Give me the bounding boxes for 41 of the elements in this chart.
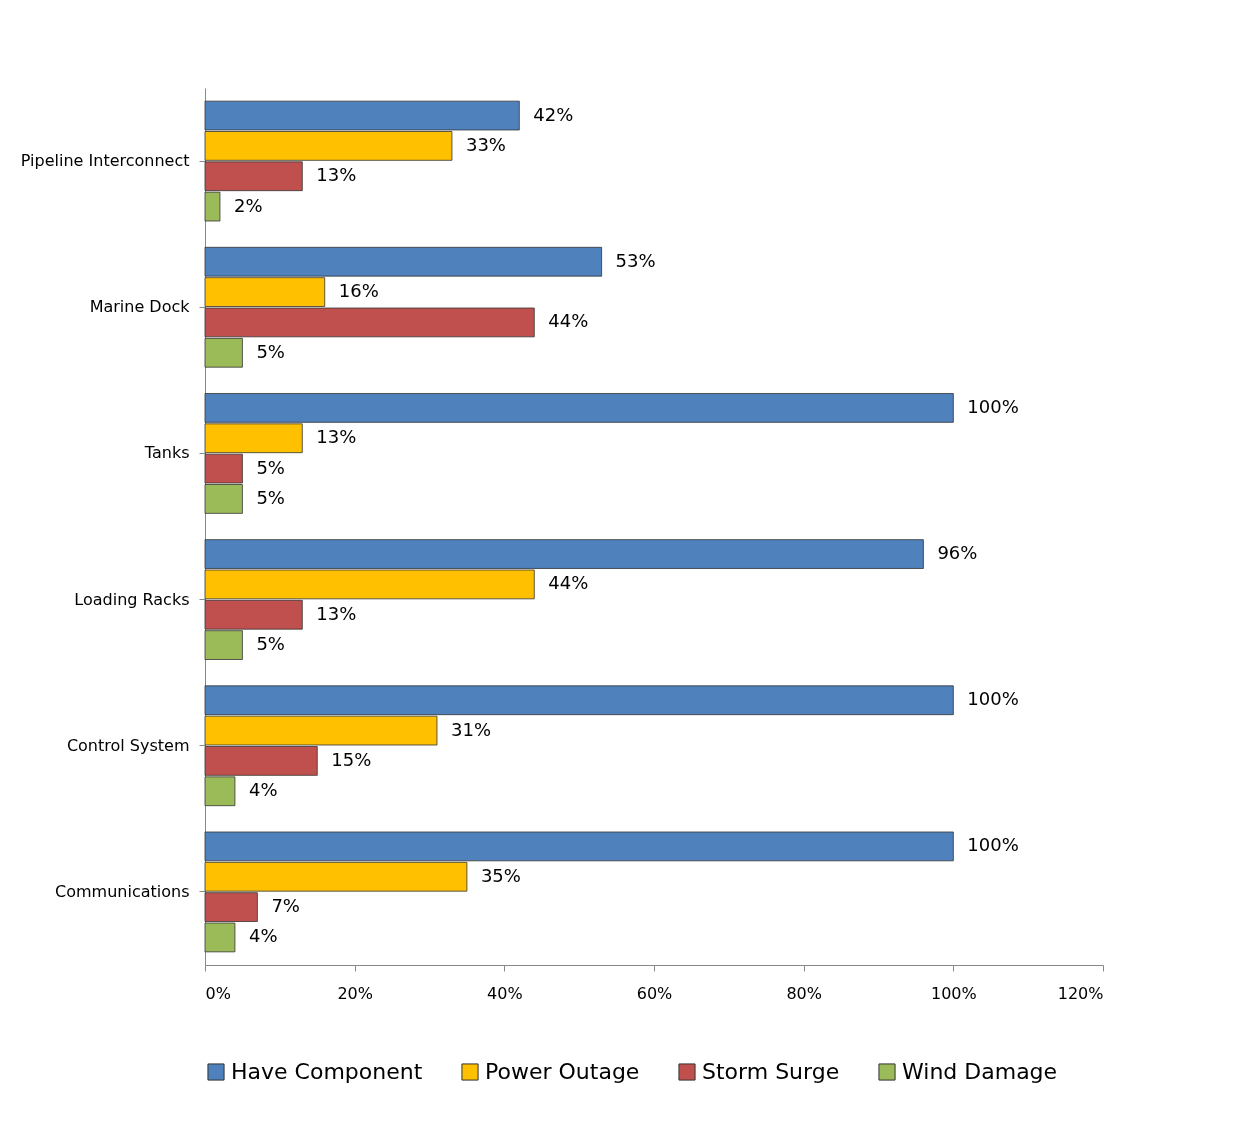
legend-label: Power Outage [485,1059,640,1084]
x-tick-label: 80% [786,983,822,1003]
x-tick-label: 100% [930,983,977,1003]
y-tick-label: Pipeline Interconnect [20,151,190,171]
legend-label: Have Component [231,1059,423,1084]
y-tick-label: Communications [55,881,190,901]
x-tick-label: 20% [337,983,373,1003]
y-tick-label: Marine Dock [89,297,191,317]
legend-label: Storm Surge [702,1059,840,1084]
data-label: 4% [248,925,278,947]
data-label: 35% [480,864,521,886]
data-label: 100% [967,395,1019,417]
y-tick-label: Tanks [143,443,190,463]
data-label: 7% [271,895,300,917]
data-label: 16% [338,280,379,302]
data-label: 4% [248,779,278,801]
x-tick-label: 120% [1057,983,1104,1003]
y-tick-label: Loading Racks [74,589,190,609]
data-label: 5% [256,456,285,478]
data-label: 42% [533,103,574,125]
data-label: 31% [450,718,491,740]
legend-label: Wind Damage [902,1059,1058,1084]
data-label: 100% [967,688,1019,710]
data-label: 5% [256,633,285,655]
x-tick-label: 40% [487,983,523,1003]
data-label: 100% [967,834,1019,856]
data-label: 53% [615,249,656,271]
data-label: 2% [233,194,263,216]
y-tick-label: Control System [66,735,190,755]
data-label: 5% [256,340,285,362]
data-label: 96% [937,542,978,564]
data-label: 44% [548,572,589,594]
data-label: 5% [256,486,285,508]
data-label: 33% [465,133,506,155]
data-label: 13% [316,426,357,448]
x-tick-label: 60% [636,983,673,1003]
data-label: 13% [316,164,357,186]
data-label: 15% [331,748,372,770]
x-tick-label: 0% [205,983,231,1003]
data-label: 13% [316,602,357,624]
data-label: 44% [548,310,589,332]
